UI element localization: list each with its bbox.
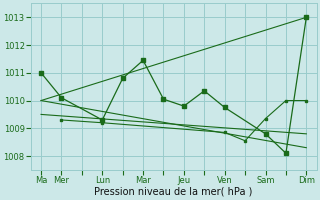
X-axis label: Pression niveau de la mer( hPa ): Pression niveau de la mer( hPa ) — [94, 187, 253, 197]
